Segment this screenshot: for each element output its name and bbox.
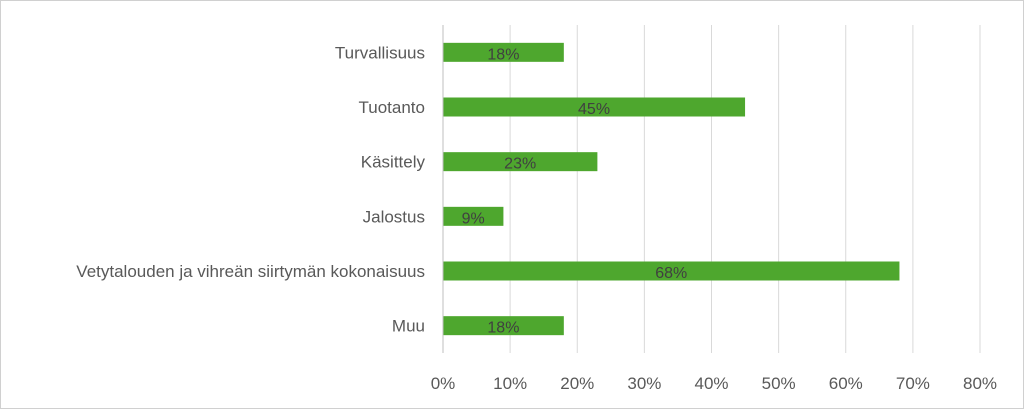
x-tick-label: 50% [762, 374, 796, 393]
gridlines [509, 25, 981, 353]
data-label: 18% [487, 46, 519, 63]
data-label: 18% [487, 320, 519, 337]
data-label: 68% [655, 265, 687, 282]
bar [443, 152, 598, 172]
bars [443, 42, 900, 336]
category-label: Muu [392, 317, 425, 336]
x-tick-label: 30% [627, 374, 661, 393]
category-label: Vetytalouden ja vihreän siirtymän kokona… [76, 262, 425, 281]
category-label: Tuotanto [359, 98, 425, 117]
x-tick-label: 0% [431, 374, 456, 393]
x-tick-label: 80% [963, 374, 997, 393]
x-tick-label: 40% [694, 374, 728, 393]
x-tick-label: 60% [829, 374, 863, 393]
x-tick-label: 20% [560, 374, 594, 393]
bar [443, 206, 504, 226]
category-label: Käsittely [361, 153, 426, 172]
bar [443, 97, 746, 117]
bar [443, 42, 564, 62]
data-label: 45% [578, 101, 610, 118]
data-label: 9% [462, 210, 485, 227]
bar [443, 261, 900, 281]
bar [443, 316, 564, 336]
x-tick-label: 70% [896, 374, 930, 393]
x-tick-label: 10% [493, 374, 527, 393]
category-label: Jalostus [363, 207, 425, 226]
category-label: Turvallisuus [335, 43, 425, 62]
labels: 0% 10% 20% 30% 40% 50% 60% 70% 80% Turvallisuus 18… [76, 43, 997, 393]
data-label: 23% [504, 156, 536, 173]
